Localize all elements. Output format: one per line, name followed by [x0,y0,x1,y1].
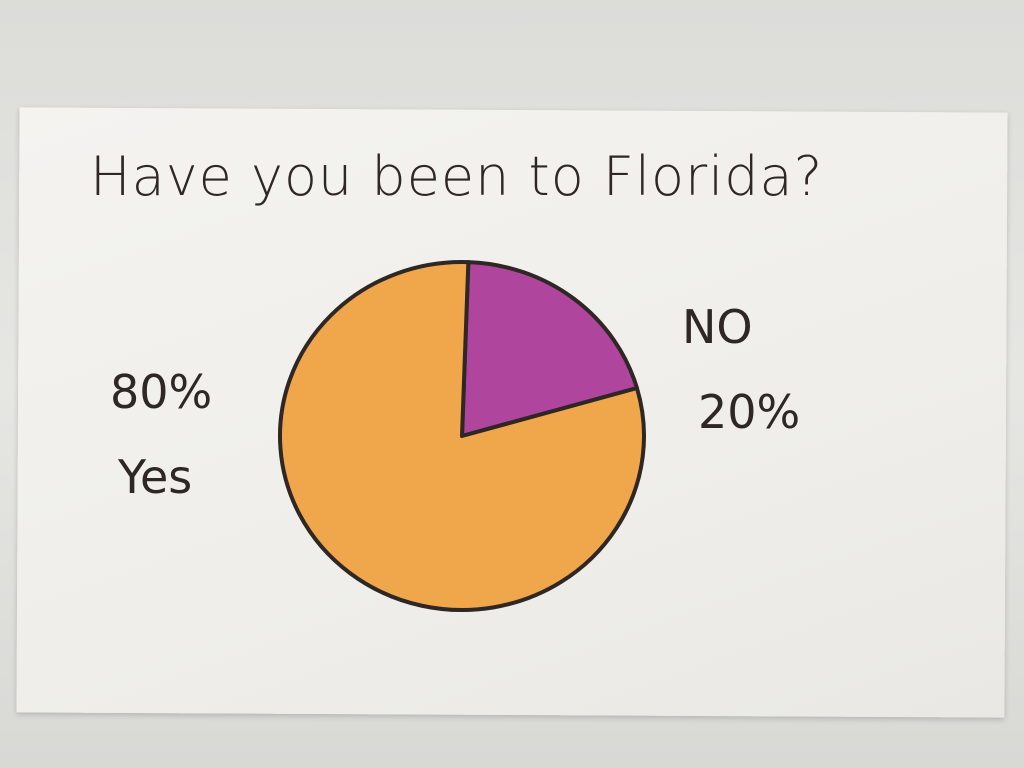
yes-label: Yes [118,450,193,504]
yes-percent-label: 80% [110,365,213,419]
chart-title: Have you been to Florida? [90,145,824,208]
pie-slice-yes [278,260,646,612]
no-percent-label: 20% [698,385,801,439]
pie-slice-no [460,260,639,438]
no-label: NO [682,300,753,354]
